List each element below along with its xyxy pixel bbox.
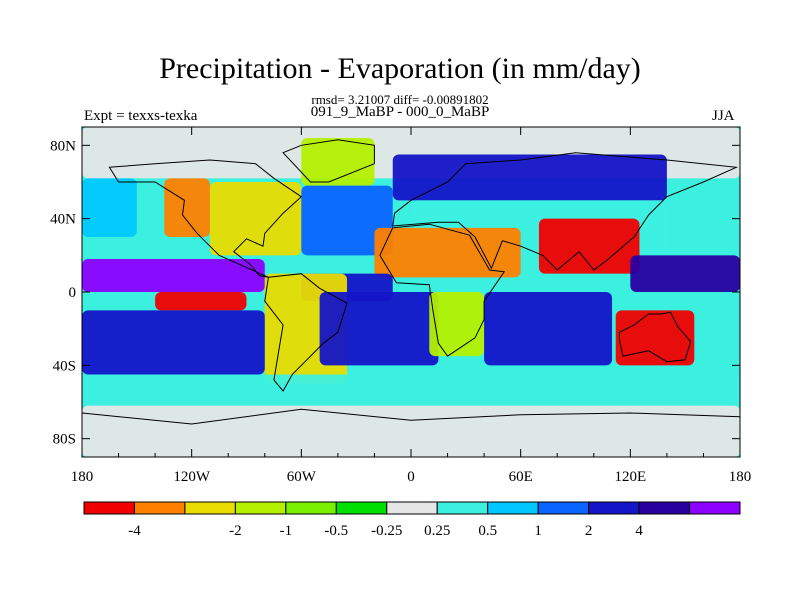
colorbar-box-12 xyxy=(689,501,741,515)
colorbar-label-3: -0.5 xyxy=(324,523,348,539)
region-n-america-west xyxy=(164,178,210,237)
region-africa-south xyxy=(429,292,485,357)
region-antarctica xyxy=(82,405,740,457)
colorbar-box-9 xyxy=(537,501,590,515)
x-tick-label-6: 180 xyxy=(729,469,752,485)
season-label: JJA xyxy=(712,108,735,124)
land-outline-north-america xyxy=(108,159,303,278)
colorbar-box-10 xyxy=(588,501,640,515)
colorbar-label-1: -2 xyxy=(229,523,242,539)
colorbar-box-5 xyxy=(335,501,388,515)
colorbar-label-7: 1 xyxy=(534,523,542,539)
region-southern-ocean xyxy=(82,374,740,402)
region-w-pacific xyxy=(630,255,740,292)
region-s-pacific xyxy=(82,310,265,375)
region-n-pacific-west xyxy=(82,178,137,237)
land-outline-africa xyxy=(379,223,506,357)
experiment-label: Expt = texxs-texka xyxy=(84,108,198,124)
region-sahara-arabia xyxy=(374,227,521,278)
colorbar-box-2 xyxy=(184,501,236,515)
land-outline-eurasia xyxy=(392,152,739,271)
land-outline-south-america xyxy=(264,273,348,392)
x-tick-label-2: 60W xyxy=(287,469,317,485)
region-s-atlantic xyxy=(319,292,439,366)
colorbar-label-5: 0.25 xyxy=(424,523,450,539)
x-tick-label-5: 120E xyxy=(614,469,646,485)
period-label: 091_9_MaBP - 000_0_MaBP xyxy=(310,104,490,120)
x-tick-label-1: 120W xyxy=(173,469,211,485)
colorbar-box-7 xyxy=(436,501,489,515)
colorbar-box-3 xyxy=(234,501,287,515)
colorbar-label-6: 0.5 xyxy=(478,523,497,539)
land-outline-australia xyxy=(618,311,692,363)
region-india-china xyxy=(538,218,640,274)
region-eurasia-north xyxy=(392,154,667,201)
y-axis: 80N 40N 0 40S 80S xyxy=(50,138,740,448)
map-field xyxy=(82,127,740,457)
y-tick-label-4: 80S xyxy=(53,432,76,448)
region-pacific-equator-east xyxy=(155,292,247,311)
colorbar-box-1 xyxy=(133,501,186,515)
colorbar-box-6 xyxy=(386,501,438,515)
colorbar-label-9: 4 xyxy=(635,523,643,539)
region-n-atlantic xyxy=(301,185,393,256)
region-greenland xyxy=(301,138,375,186)
land-outline-greenland xyxy=(282,139,375,183)
region-itcz-pacific xyxy=(82,259,265,292)
y-tick-label-1: 40N xyxy=(50,212,76,228)
x-axis: 180 120W 60W 0 60E 120E 180 xyxy=(71,127,752,485)
stats-line: rmsd= 3.21007 diff= -0.00891802 xyxy=(311,92,489,107)
y-tick-label-3: 40S xyxy=(53,358,76,374)
colorbar: -4 -2 -1 -0.5 -0.25 0.25 0.5 1 2 4 xyxy=(83,501,741,539)
region-australia xyxy=(615,310,695,366)
colorbar-box-4 xyxy=(285,501,337,515)
colorbar-box-8 xyxy=(487,501,539,515)
x-tick-label-0: 180 xyxy=(71,469,94,485)
chart-title: Precipitation - Evaporation (in mm/day) xyxy=(159,52,641,85)
y-tick-label-0: 80N xyxy=(50,138,76,154)
colorbar-box-0 xyxy=(83,501,135,515)
x-tick-label-3: 0 xyxy=(407,469,415,485)
region-n-america-east xyxy=(209,182,302,256)
colorbar-box-11 xyxy=(638,501,691,515)
colorbar-label-4: -0.25 xyxy=(371,523,402,539)
colorbar-label-2: -1 xyxy=(280,523,293,539)
x-tick-label-4: 60E xyxy=(509,469,533,485)
colorbar-label-0: -4 xyxy=(128,523,141,539)
region-indian-ocean xyxy=(484,292,613,366)
colorbar-label-8: 2 xyxy=(585,523,593,539)
y-tick-label-2: 0 xyxy=(69,285,77,301)
